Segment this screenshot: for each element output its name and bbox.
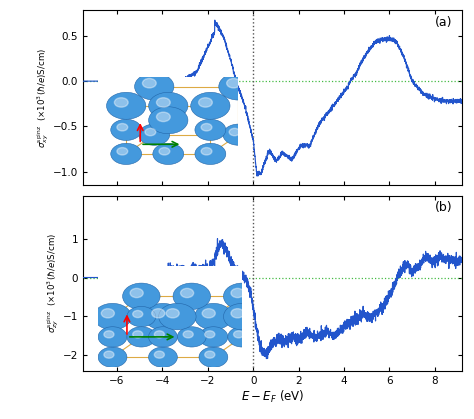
Y-axis label: $\sigma_{zy}^{\mathrm{spinz}}$  ($\times10^3(\hbar/e)$S/cm): $\sigma_{zy}^{\mathrm{spinz}}$ ($\times1… [46,233,61,334]
Text: $E_F$: $E_F$ [218,157,232,172]
Y-axis label: $\sigma_{xy}^{\mathrm{spinz}}$  ($\times10^3(\hbar/e)$S/cm): $\sigma_{xy}^{\mathrm{spinz}}$ ($\times1… [36,48,52,148]
X-axis label: $E - E_F$ (eV): $E - E_F$ (eV) [241,388,304,405]
Text: $E_F$: $E_F$ [218,332,232,347]
Text: (b): (b) [435,201,453,214]
Text: (a): (a) [435,16,453,29]
